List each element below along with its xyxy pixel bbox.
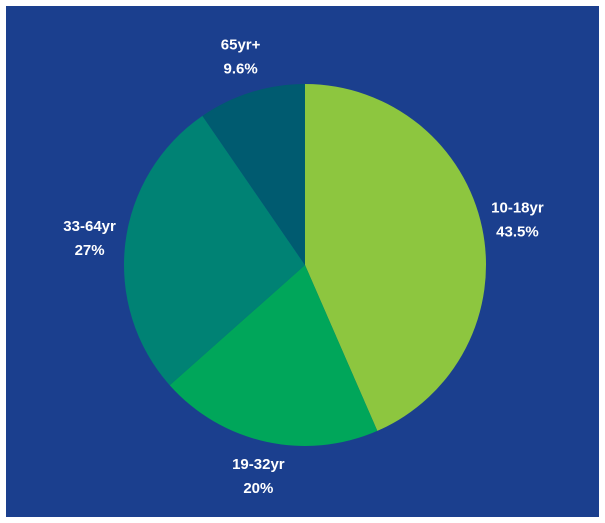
pie-slice	[305, 84, 486, 431]
slice-value-label: 27%	[75, 242, 105, 259]
slice-label: 19-32yr	[232, 456, 285, 473]
slice-label: 33-64yr	[63, 218, 116, 235]
slice-label: 10-18yr	[491, 200, 544, 217]
slice-label: 65yr+	[221, 37, 261, 54]
pie-slice	[123, 115, 305, 386]
slice-value-label: 43.5%	[496, 224, 539, 241]
slice-value-label: 9.6%	[224, 61, 258, 78]
pie-slice	[202, 84, 305, 265]
slice-value-label: 20%	[243, 480, 273, 497]
pie-slice	[169, 265, 378, 446]
